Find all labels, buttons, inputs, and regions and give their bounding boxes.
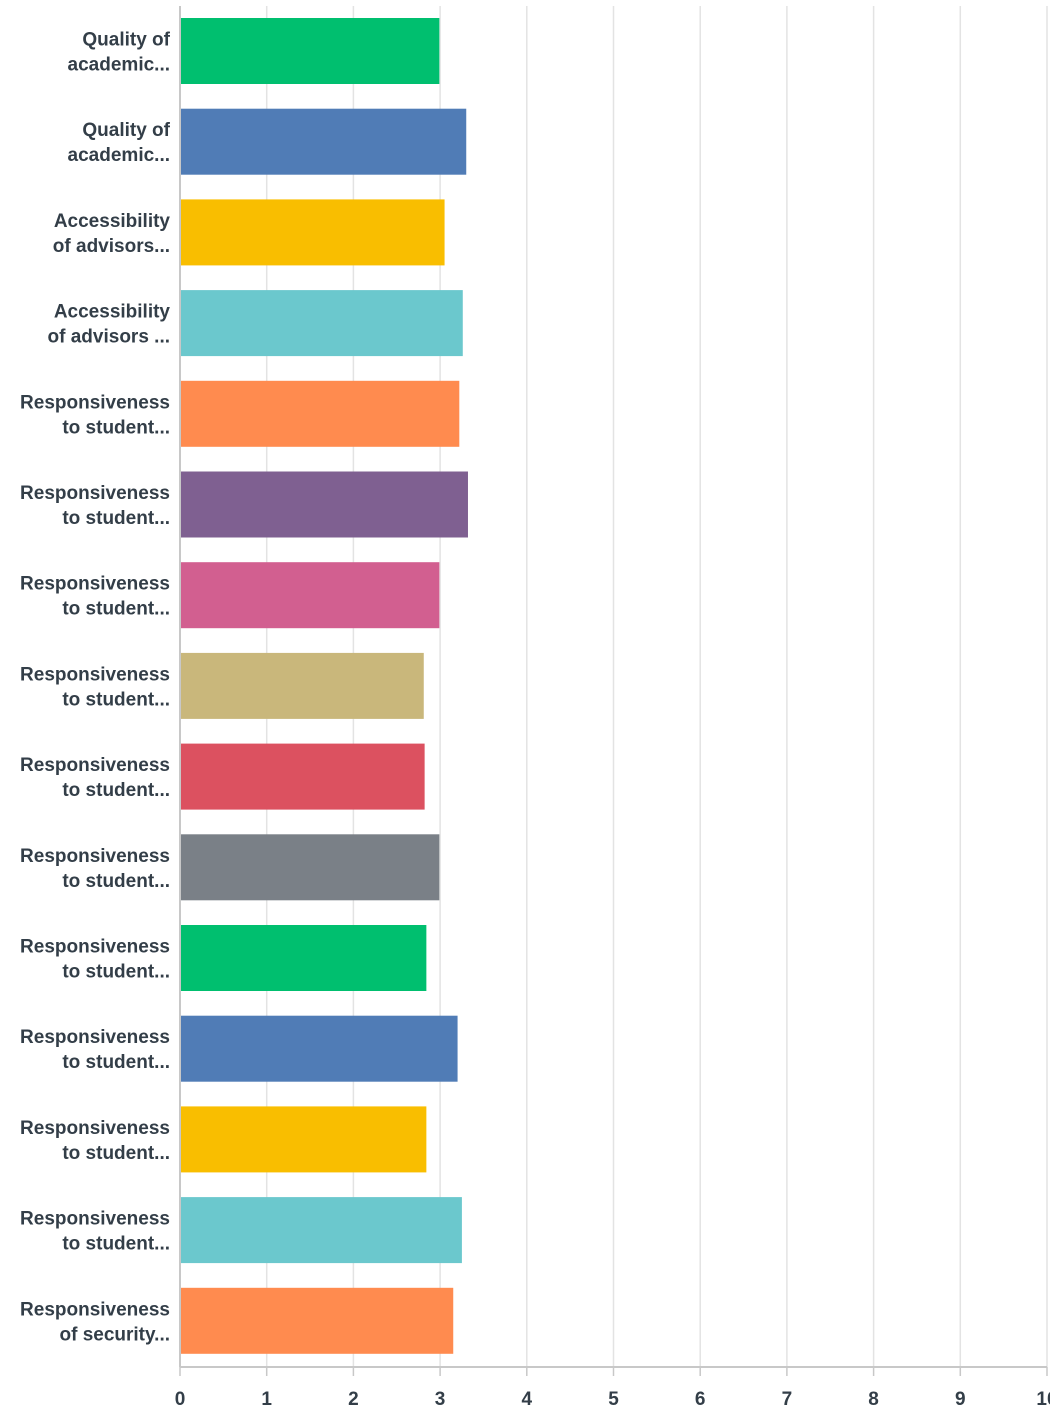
bar-1[interactable]	[181, 18, 440, 84]
bar-6[interactable]	[181, 471, 468, 538]
category-label-2: Quality of academic...	[68, 120, 171, 166]
x-tick-label-5: 5	[608, 1389, 619, 1410]
category-label-10: Responsiveness to student...	[20, 846, 170, 892]
x-tick-label-7: 7	[782, 1389, 793, 1410]
bar-8[interactable]	[181, 652, 424, 719]
category-label-15: Responsiveness of security...	[20, 1299, 170, 1345]
x-tick-label-1: 1	[261, 1389, 272, 1410]
bar-15[interactable]	[181, 1287, 454, 1354]
bar-13[interactable]	[181, 1106, 427, 1173]
bar-7[interactable]	[181, 562, 440, 629]
category-label-9: Responsiveness to student...	[20, 755, 170, 801]
category-labels: Quality of academic... Quality of academic.…	[20, 30, 171, 1346]
axes	[179, 6, 1048, 1376]
x-tick-label-2: 2	[348, 1389, 359, 1410]
bar-3[interactable]	[181, 199, 445, 266]
category-label-6: Responsiveness to student...	[20, 483, 170, 529]
x-tick-label-3: 3	[435, 1389, 446, 1410]
x-tick-label-9: 9	[955, 1389, 966, 1410]
x-tick-labels: 0 1 2 3 4 5 6 7 8 9 10	[175, 1389, 1050, 1410]
bar-12[interactable]	[181, 1015, 458, 1082]
category-label-8: Responsiveness to student...	[20, 664, 170, 710]
bar-4[interactable]	[181, 290, 463, 357]
category-label-12: Responsiveness to student...	[20, 1027, 170, 1073]
x-tick-label-10: 10	[1036, 1389, 1050, 1410]
bar-2[interactable]	[181, 108, 467, 175]
x-tick-label-8: 8	[868, 1389, 879, 1410]
category-label-4: Accessibility of advisors ...	[48, 302, 171, 348]
x-tick-label-4: 4	[522, 1389, 533, 1410]
category-label-3: Accessibility of advisors...	[53, 211, 171, 257]
bars	[181, 18, 468, 1354]
bar-11[interactable]	[181, 925, 427, 991]
category-label-14: Responsiveness to student...	[20, 1209, 170, 1255]
bar-14[interactable]	[181, 1197, 462, 1264]
category-label-13: Responsiveness to student...	[20, 1118, 170, 1164]
bar-5[interactable]	[181, 380, 460, 447]
bar-9[interactable]	[181, 743, 425, 810]
category-label-7: Responsiveness to student...	[20, 574, 170, 620]
x-tick-label-6: 6	[695, 1389, 706, 1410]
category-label-11: Responsiveness to student...	[20, 937, 170, 983]
x-tick-label-0: 0	[175, 1389, 186, 1410]
category-label-5: Responsiveness to student...	[20, 392, 170, 438]
category-label-1: Quality of academic...	[68, 30, 171, 76]
bar-10[interactable]	[181, 834, 440, 901]
